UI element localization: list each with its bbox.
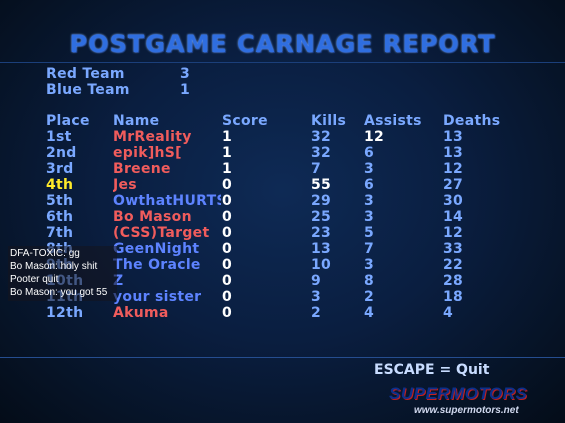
row-assists: 12 [364,129,385,145]
row-place: 3rd [46,161,74,177]
row-kills: 13 [311,241,332,257]
row-kills: 25 [311,209,332,225]
row-player-name: MrReality [113,129,192,145]
row-place: 2nd [46,145,77,161]
row-deaths: 33 [443,241,464,257]
row-deaths: 13 [443,145,464,161]
page-title: POSTGAME CARNAGE REPORT [69,30,496,58]
row-player-name: epik]hS[ [113,145,182,161]
row-kills: 32 [311,145,332,161]
row-player-name: Akuma [113,305,169,321]
header-assists: Assists [364,113,422,129]
header-score: Score [222,113,268,129]
row-player-name: GeenNight [113,241,200,257]
header-deaths: Deaths [443,113,501,129]
row-score: 0 [222,289,233,305]
row-kills: 55 [311,177,332,193]
row-kills: 10 [311,257,332,273]
row-deaths: 30 [443,193,464,209]
row-player-name: your sister [113,289,202,305]
team-score-blue: 1 [180,82,191,98]
team-name-red: Red Team [46,66,125,82]
row-score: 0 [222,209,233,225]
row-deaths: 18 [443,289,464,305]
header-place: Place [46,113,90,129]
row-kills: 32 [311,129,332,145]
row-score: 1 [222,161,233,177]
row-assists: 6 [364,177,375,193]
row-assists: 2 [364,289,375,305]
row-score: 1 [222,145,233,161]
row-player-name: The Oracle [113,257,201,273]
row-place: 7th [46,225,74,241]
supermotors-url: www.supermotors.net [414,405,519,416]
row-assists: 8 [364,273,375,289]
row-kills: 7 [311,161,322,177]
row-score: 0 [222,193,233,209]
row-player-name: Breene [113,161,171,177]
row-place: 4th [46,177,74,193]
row-deaths: 13 [443,129,464,145]
row-assists: 3 [364,193,375,209]
row-place: 12th [46,305,84,321]
supermotors-logo: SUPERMOTORS [389,384,528,403]
row-deaths: 14 [443,209,464,225]
row-score: 0 [222,305,233,321]
row-assists: 7 [364,241,375,257]
escape-quit-button[interactable]: ESCAPE = Quit [374,362,490,378]
row-deaths: 4 [443,305,454,321]
chat-message: Pooter quit [10,274,59,285]
row-score: 0 [222,177,233,193]
header-name: Name [113,113,160,129]
chat-message: Bo Mason: you got 55 [10,287,108,298]
row-player-name: (CSS)Target [113,225,210,241]
row-kills: 2 [311,305,322,321]
footer-divider [0,357,565,358]
row-score: 1 [222,129,233,145]
row-score: 0 [222,257,233,273]
row-player-name: Z [113,273,124,289]
row-assists: 6 [364,145,375,161]
header-kills: Kills [311,113,347,129]
row-assists: 3 [364,257,375,273]
row-score: 0 [222,241,233,257]
row-assists: 3 [364,209,375,225]
row-player-name: OwthatHURTS [113,193,221,209]
team-score-red: 3 [180,66,191,82]
row-deaths: 27 [443,177,464,193]
row-assists: 5 [364,225,375,241]
title-divider [0,62,565,63]
row-kills: 29 [311,193,332,209]
row-place: 6th [46,209,74,225]
row-deaths: 12 [443,225,464,241]
row-score: 0 [222,273,233,289]
chat-log: DFA-TOXIC: gg Bo Mason: holy shit Pooter… [8,246,117,301]
row-deaths: 22 [443,257,464,273]
row-assists: 4 [364,305,375,321]
row-kills: 3 [311,289,322,305]
team-name-blue: Blue Team [46,82,130,98]
chat-message: Bo Mason: holy shit [10,261,98,272]
row-deaths: 28 [443,273,464,289]
row-kills: 9 [311,273,322,289]
row-player-name: Jes [113,177,137,193]
row-deaths: 12 [443,161,464,177]
row-player-name: Bo Mason [113,209,192,225]
row-assists: 3 [364,161,375,177]
row-place: 5th [46,193,74,209]
row-place: 1st [46,129,72,145]
row-kills: 23 [311,225,332,241]
chat-message: DFA-TOXIC: gg [10,248,80,259]
row-score: 0 [222,225,233,241]
